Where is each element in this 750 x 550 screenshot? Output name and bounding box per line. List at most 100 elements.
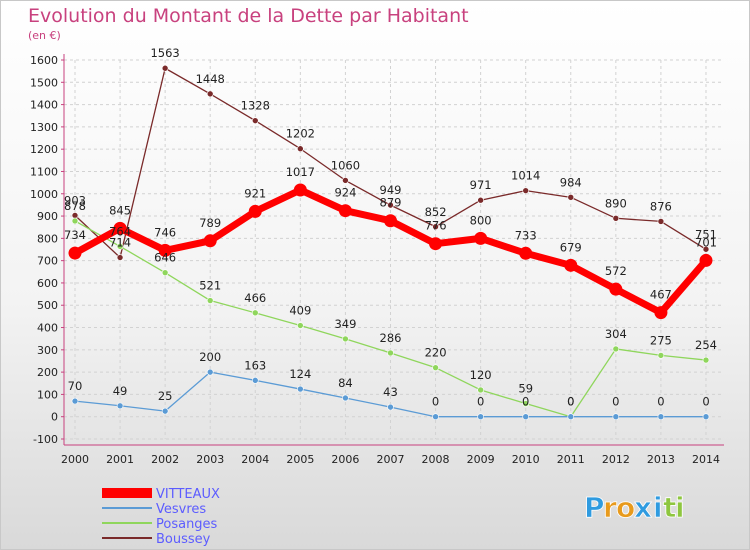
data-label: 776 xyxy=(425,219,447,233)
data-point xyxy=(432,413,439,421)
data-point xyxy=(477,413,484,421)
data-point xyxy=(432,223,439,231)
data-label: 1563 xyxy=(150,46,179,60)
proxiti-logo: Pr ox i ti xyxy=(584,491,685,525)
y-tick-label: 1200 xyxy=(30,143,58,156)
data-point xyxy=(387,403,394,411)
data-point xyxy=(383,214,397,228)
y-tick-label: 400 xyxy=(37,322,58,335)
legend-label: Vesvres xyxy=(156,502,206,517)
data-point xyxy=(522,400,530,407)
data-point xyxy=(522,187,530,194)
data-point xyxy=(251,309,259,317)
data-label: 764 xyxy=(109,224,131,238)
legend-label: Posanges xyxy=(156,517,218,532)
data-label: 0 xyxy=(702,395,709,409)
data-point xyxy=(71,212,79,219)
y-tick-label: 300 xyxy=(37,344,58,357)
x-tick-label: 2000 xyxy=(61,453,89,466)
logo-letter: i xyxy=(675,491,685,524)
data-point xyxy=(657,413,665,421)
data-label: 1448 xyxy=(196,72,225,86)
data-label: 349 xyxy=(334,317,356,331)
data-point xyxy=(567,413,575,421)
x-tick-label: 2010 xyxy=(512,453,540,466)
x-tick-label: 2012 xyxy=(602,453,630,466)
data-point xyxy=(699,253,713,267)
data-point xyxy=(612,345,620,353)
data-label: 679 xyxy=(560,240,582,254)
data-label: 572 xyxy=(605,264,627,278)
logo-letter: i xyxy=(653,491,663,524)
data-point xyxy=(702,413,710,421)
legend-label: Boussey xyxy=(156,532,211,547)
y-tick-label: 500 xyxy=(37,299,58,312)
data-label: 789 xyxy=(199,216,221,230)
y-tick-label: 200 xyxy=(37,366,58,379)
y-tick-label: 100 xyxy=(37,388,58,401)
data-label: 25 xyxy=(158,389,173,403)
data-label: 984 xyxy=(560,175,582,189)
data-point xyxy=(519,246,533,260)
data-label: 286 xyxy=(380,331,402,345)
data-point xyxy=(161,407,169,415)
legend-label: VITTEAUX xyxy=(156,487,220,502)
data-point xyxy=(654,306,668,320)
data-point xyxy=(477,386,484,394)
data-point xyxy=(477,196,484,204)
x-tick-label: 2001 xyxy=(106,453,134,466)
data-label: 879 xyxy=(380,196,402,210)
data-label: 49 xyxy=(113,384,128,398)
data-label: 1017 xyxy=(286,165,315,179)
data-point xyxy=(293,183,307,197)
chart-unit-label: (en €) xyxy=(28,29,61,42)
data-label: 1328 xyxy=(241,99,270,113)
data-point xyxy=(116,243,124,250)
data-point xyxy=(251,117,259,124)
data-point xyxy=(387,349,394,357)
data-point xyxy=(251,377,259,384)
data-label: 304 xyxy=(605,327,627,341)
data-point xyxy=(248,204,262,218)
data-label: 800 xyxy=(470,213,492,227)
data-point xyxy=(567,194,575,201)
y-tick-label: 1600 xyxy=(30,54,58,67)
x-tick-label: 2007 xyxy=(376,453,404,466)
axis-layer: -100010020030040050060070080090010001100… xyxy=(30,54,724,466)
data-label: 878 xyxy=(64,199,86,213)
data-label: 852 xyxy=(425,205,447,219)
data-label: 59 xyxy=(518,382,533,396)
data-point xyxy=(161,64,169,72)
y-tick-label: 1100 xyxy=(30,165,58,178)
data-label: 746 xyxy=(154,225,176,239)
data-label: 876 xyxy=(650,199,672,213)
data-point xyxy=(387,201,394,209)
data-point xyxy=(342,177,349,184)
data-label: 0 xyxy=(657,395,664,409)
data-label: 163 xyxy=(244,358,266,372)
data-point xyxy=(206,297,214,304)
data-point xyxy=(429,237,443,251)
data-point xyxy=(71,217,79,225)
data-point xyxy=(612,413,620,421)
data-label: 949 xyxy=(380,183,402,197)
data-point xyxy=(342,394,349,402)
data-label: 521 xyxy=(199,279,221,293)
x-tick-label: 2008 xyxy=(422,453,450,466)
x-tick-label: 2003 xyxy=(196,453,224,466)
data-point xyxy=(116,254,124,261)
data-point xyxy=(203,234,217,248)
data-point xyxy=(297,385,304,393)
data-label: 646 xyxy=(154,251,176,265)
series-layer xyxy=(68,64,713,421)
data-point xyxy=(702,245,710,253)
data-point xyxy=(612,214,620,222)
grid-layer xyxy=(64,59,724,440)
y-tick-label: 1000 xyxy=(30,188,58,201)
data-label: 921 xyxy=(244,186,266,200)
data-label: 890 xyxy=(605,196,627,210)
data-label: 733 xyxy=(515,228,537,242)
